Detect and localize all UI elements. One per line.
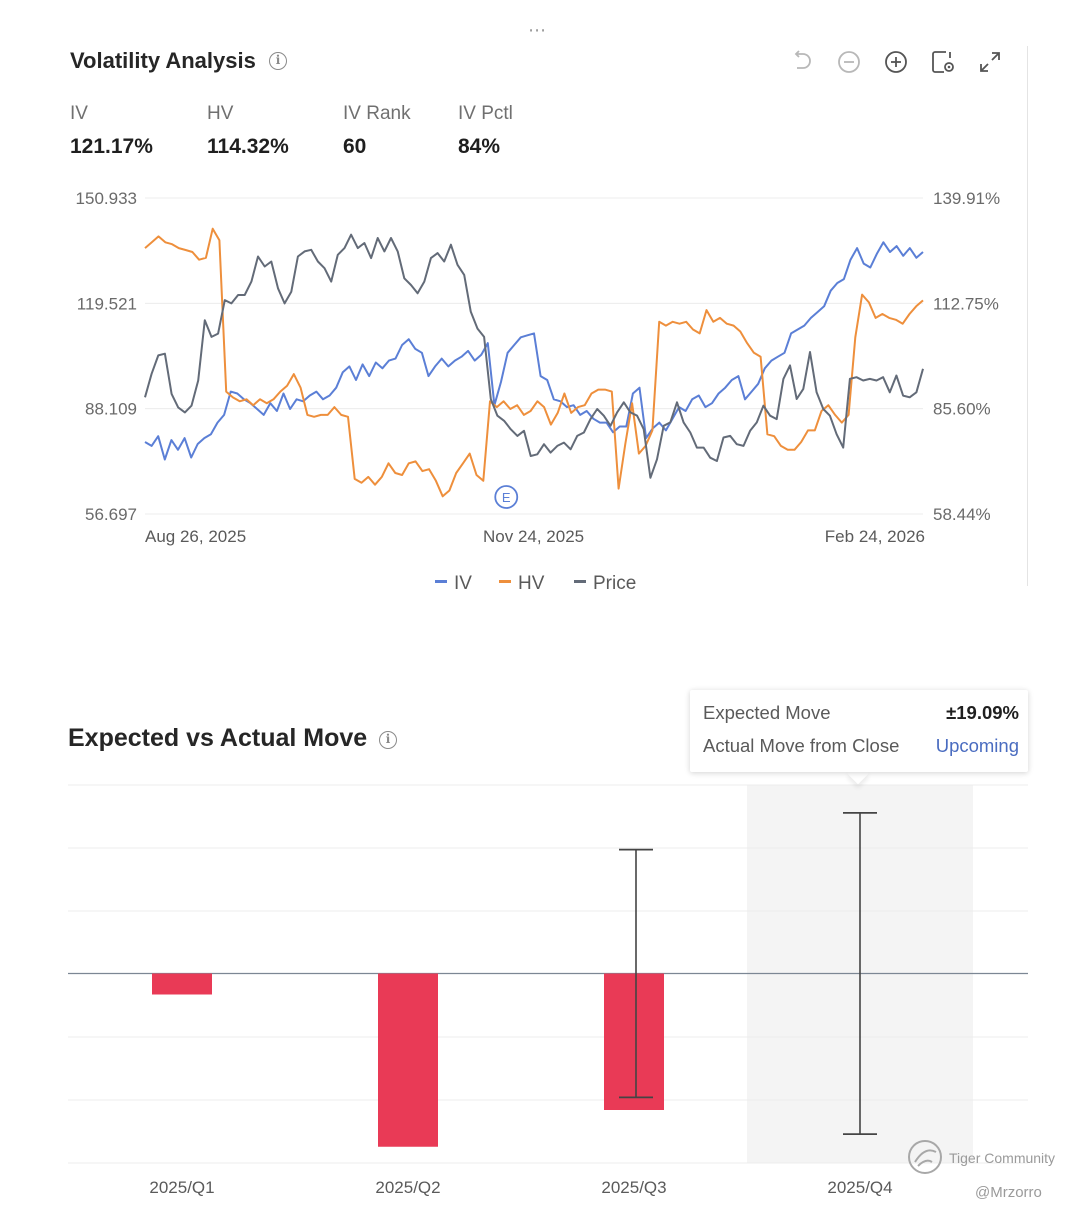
move-chart[interactable]: 2025/Q1 2025/Q2 2025/Q3 2025/Q4 [0,600,1080,1217]
right-axis-tick: 58.44% [933,505,991,524]
series-line-price[interactable] [144,233,924,479]
expand-icon[interactable] [977,49,1003,75]
tooltip-expected-value: ±19.09% [946,702,1019,723]
tooltip-actual-label: Actual Move from Close [703,735,900,756]
legend-label: Price [593,573,636,594]
stat-iv-pctl-value: 84% [458,135,501,158]
stat-iv-value: 121.17% [70,135,153,158]
watermark-user: @Mrzorro [975,1184,1042,1201]
earnings-marker-label: E [502,490,511,505]
legend-item-iv[interactable]: IV [435,573,472,594]
category-label: 2025/Q1 [149,1178,214,1197]
legend-label: IV [454,573,472,594]
watermark-brand: Tiger Community [949,1150,1056,1166]
x-axis-tick: Nov 24, 2025 [483,527,584,546]
tooltip-expected-label: Expected Move [703,702,831,723]
volatility-chart[interactable]: E 150.933 139.91% 119.521 112.75% 88.109 85.6… [0,0,1080,600]
left-axis-tick: 88.109 [85,400,137,419]
volatility-title: Volatility Analysis [70,48,256,73]
legend-swatch [499,580,511,583]
stat-iv-pctl-label: IV Pctl [458,103,513,124]
category-label: 2025/Q3 [601,1178,666,1197]
category-label: 2025/Q2 [375,1178,440,1197]
series-line-iv[interactable] [144,241,924,461]
drag-handle-icon[interactable]: ⋯ [528,20,547,40]
zoom-out-icon[interactable] [836,49,862,75]
actual-move-bar[interactable] [378,973,438,1147]
tiger-logo-icon [906,1138,944,1176]
right-axis-tick: 139.91% [933,189,1000,208]
stat-hv-label: HV [207,103,234,124]
move-info-icon[interactable]: i [379,731,397,749]
legend-swatch [574,580,586,583]
panel-divider [1027,46,1028,586]
zoom-in-icon[interactable] [883,49,909,75]
series-line-hv[interactable] [144,227,924,498]
legend-label: HV [518,573,545,594]
actual-move-bar[interactable] [152,973,212,995]
move-title: Expected vs Actual Move [68,724,368,752]
expected-move-range[interactable] [619,848,653,1099]
right-axis-tick: 85.60% [933,400,991,419]
stat-iv-rank-label: IV Rank [343,103,411,124]
left-axis-tick: 56.697 [85,505,137,524]
legend-item-price[interactable]: Price [574,573,636,594]
earnings-marker-circle[interactable] [494,485,519,509]
legend-item-hv[interactable]: HV [499,573,545,594]
volatility-info-icon[interactable]: i [269,52,287,70]
expected-move-range[interactable] [843,811,877,1136]
left-axis-tick: 119.521 [77,294,137,313]
left-axis-tick: 150.933 [76,189,137,208]
x-axis-tick: Feb 24, 2026 [825,527,925,546]
category-label: 2025/Q4 [827,1178,892,1197]
x-axis-tick: Aug 26, 2025 [145,527,246,546]
actual-move-bar[interactable] [604,973,664,1111]
tooltip-actual-value: Upcoming [935,735,1019,756]
stat-hv-value: 114.32% [207,135,289,158]
screenshot-settings-icon[interactable] [930,49,956,75]
stat-iv-rank-value: 60 [343,135,367,158]
legend-swatch [435,580,447,583]
move-tooltip: Expected Move ±19.09% Actual Move from C… [690,690,1028,772]
stat-iv-label: IV [70,103,88,124]
earnings-marker[interactable]: E [494,485,519,509]
right-axis-tick: 112.75% [933,294,999,313]
undo-icon[interactable] [789,49,815,75]
